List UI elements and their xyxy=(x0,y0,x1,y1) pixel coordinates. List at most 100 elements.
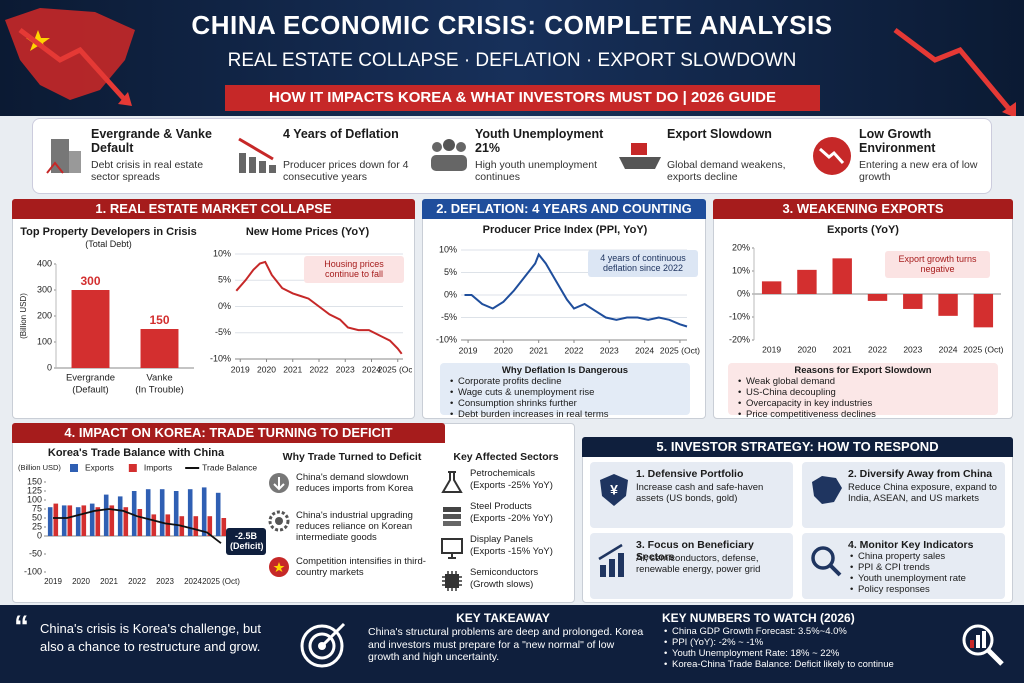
bar xyxy=(145,489,151,536)
bar xyxy=(61,505,67,536)
chart-title: Producer Price Index (PPI, YoY) xyxy=(482,224,648,236)
x-tick-label: 2021 xyxy=(529,345,548,355)
x-tick-label: 2024 xyxy=(362,364,381,374)
sector-note: (Growth slows) xyxy=(470,579,534,590)
icon xyxy=(812,476,842,504)
info-box: Reasons for Export Slowdown Weak global … xyxy=(728,363,998,420)
card-title: 2. Diversify Away from China xyxy=(848,468,993,480)
y-tick-label: -10% xyxy=(436,334,457,344)
highlight: 4 Years of Deflation Producer prices down… xyxy=(225,119,417,195)
bar xyxy=(215,492,221,536)
icon xyxy=(442,571,462,591)
x-tick-label: 2025 (Oct) xyxy=(963,344,1003,354)
y-tick-label: 0 xyxy=(37,530,42,540)
legend-label: Imports xyxy=(144,462,172,472)
y-tick-label: 75 xyxy=(32,503,42,513)
list-item: Weak global demand xyxy=(736,376,990,387)
list-item: Youth unemployment rate xyxy=(848,573,1002,584)
list-item: Debt burden increases in real terms xyxy=(448,409,682,420)
list-item: Corporate profits decline xyxy=(448,376,682,387)
info-title: Why Deflation Is Dangerous xyxy=(501,365,629,376)
y-axis-label: (Billion USD) xyxy=(19,293,28,339)
header-decor xyxy=(5,8,1016,116)
annotation: Housing prices continue to fall xyxy=(304,256,404,283)
list-item: PPI (YoY): -2% ~ -1% xyxy=(662,637,962,648)
bar xyxy=(193,516,199,536)
highlights: Evergrande & Vanke Default Debt crisis in… xyxy=(32,118,992,194)
bar xyxy=(109,505,115,536)
chart-subtitle: (Total Debt) xyxy=(85,239,132,249)
y-tick-label: 5% xyxy=(444,267,457,277)
x-tick-label: 2019 xyxy=(459,345,478,355)
quote: China's crisis is Korea's challenge, but… xyxy=(40,621,262,654)
y-tick-label: 10% xyxy=(213,248,231,258)
highlight: Low Growth Environment Entering a new era… xyxy=(801,119,993,195)
sector: Semiconductors (Growth slows) xyxy=(440,567,574,600)
list-item: Overcapacity in key industries xyxy=(736,398,990,409)
bar xyxy=(47,507,53,536)
x-tick-label: 2024 xyxy=(635,345,654,355)
y-tick-label: -100 xyxy=(24,566,42,576)
list-item: Korea-China Trade Balance: Deficit likel… xyxy=(662,659,962,670)
bar xyxy=(832,258,852,294)
section-header: 3. WEAKENING EXPORTS xyxy=(713,199,1013,219)
bar xyxy=(207,516,213,536)
data-label: 300 xyxy=(80,274,100,288)
bar xyxy=(137,509,143,536)
highlight-text: Debt crisis in real estate sector spread… xyxy=(91,159,204,183)
reason-text: China's demand slowdown reduces imports … xyxy=(296,472,414,494)
highlight-title: Youth Unemployment 21% xyxy=(475,127,604,155)
list-item: Price competitiveness declines xyxy=(736,409,990,420)
list-item: PPI & CPI trends xyxy=(848,562,1002,573)
y-tick-label: -20% xyxy=(729,334,750,344)
bar xyxy=(797,269,817,294)
y-tick-label: -5% xyxy=(441,312,457,322)
bar xyxy=(173,491,179,536)
takeaway: China's structural problems are deep and… xyxy=(368,626,644,663)
x-tick-label: 2024 xyxy=(184,577,202,586)
icon xyxy=(619,143,661,169)
reason: Competition intensifies in third-country… xyxy=(268,556,434,590)
bar xyxy=(151,514,157,536)
chart: 10% 5% 0% -5% -10%2019 2020 2021 2022 2023 202420… xyxy=(210,248,412,374)
bar xyxy=(117,496,123,536)
reason-list: China's demand slowdown reduces imports … xyxy=(268,472,434,590)
section-panel xyxy=(12,199,415,419)
y-tick-label: 10% xyxy=(439,244,457,254)
strategy-card: 4. Monitor Key IndicatorsChina property … xyxy=(802,533,1005,599)
x-tick-label: 2020 xyxy=(257,364,276,374)
card-title: 4. Monitor Key Indicators xyxy=(848,539,974,551)
sector: Petrochemicals (Exports -25% YoY) xyxy=(440,468,574,501)
y-tick-label: 0% xyxy=(737,288,750,298)
column-title: Key Affected Sectors xyxy=(453,451,559,463)
y-tick-label: 25 xyxy=(32,521,42,531)
icon xyxy=(962,624,1004,666)
icon xyxy=(441,538,463,559)
legend-label: Trade Balance xyxy=(202,462,257,472)
line xyxy=(235,260,403,355)
chart: 20% 10% 0% -10% -20% 2019 2020 2021 2022 2023 2024… xyxy=(729,242,1004,354)
x-tick-label: 2023 xyxy=(156,577,174,586)
bar xyxy=(131,491,137,536)
bar xyxy=(973,294,994,328)
reason-text: Competition intensifies in third-country… xyxy=(296,556,426,578)
list-item: Youth Unemployment Rate: 18% ~ 22% xyxy=(662,648,962,659)
x-tick-label: 2021 xyxy=(100,577,118,586)
strategy-card: ¥1. Defensive Portfolio Increase cash and… xyxy=(590,462,793,528)
y-tick-label: 0 xyxy=(47,362,52,372)
bar xyxy=(95,507,101,536)
legend-label: Exports xyxy=(85,462,114,472)
icon xyxy=(431,139,467,171)
list: China property salesPPI & CPI trendsYout… xyxy=(848,551,1002,595)
bar xyxy=(67,505,73,536)
y-tick-label: 400 xyxy=(37,258,52,268)
x-tick-label: 2021 xyxy=(833,344,852,354)
bar xyxy=(81,505,87,536)
reason: China's demand slowdown reduces imports … xyxy=(268,472,434,510)
x-tick-label: 2019 xyxy=(762,344,781,354)
sector-name: Steel Products xyxy=(470,501,532,512)
bar xyxy=(123,507,129,536)
highlight-title: 4 Years of Deflation xyxy=(283,127,399,141)
